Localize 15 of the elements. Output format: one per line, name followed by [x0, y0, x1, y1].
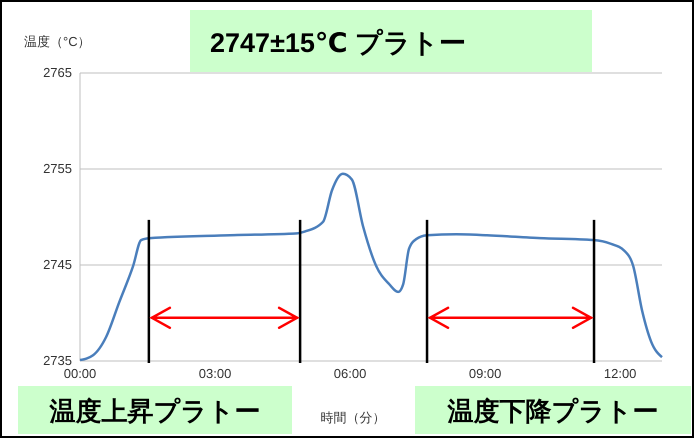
x-tick-label: 06:00: [334, 366, 366, 382]
x-axis-title: 時間（分）: [320, 410, 386, 425]
y-tick-label: 2755: [43, 161, 72, 176]
y-tick-label: 2735: [43, 353, 72, 368]
y-axis-title: 温度（°C）: [24, 34, 91, 49]
x-tick-label: 03:00: [198, 366, 232, 382]
chart-title: 2747±15℃ プラトー: [210, 28, 466, 58]
x-tick-label: 09:00: [468, 366, 502, 382]
text: 温度上昇プラトー: [48, 396, 260, 426]
text: 温度下降プラトー: [446, 396, 658, 426]
x-tick-label: 00:00: [64, 366, 96, 382]
x-tick-label: 12:00: [604, 366, 636, 382]
line-series: [78, 172, 664, 362]
y-tick-label: 2765: [43, 65, 72, 80]
y-tick-label: 2745: [43, 257, 72, 272]
